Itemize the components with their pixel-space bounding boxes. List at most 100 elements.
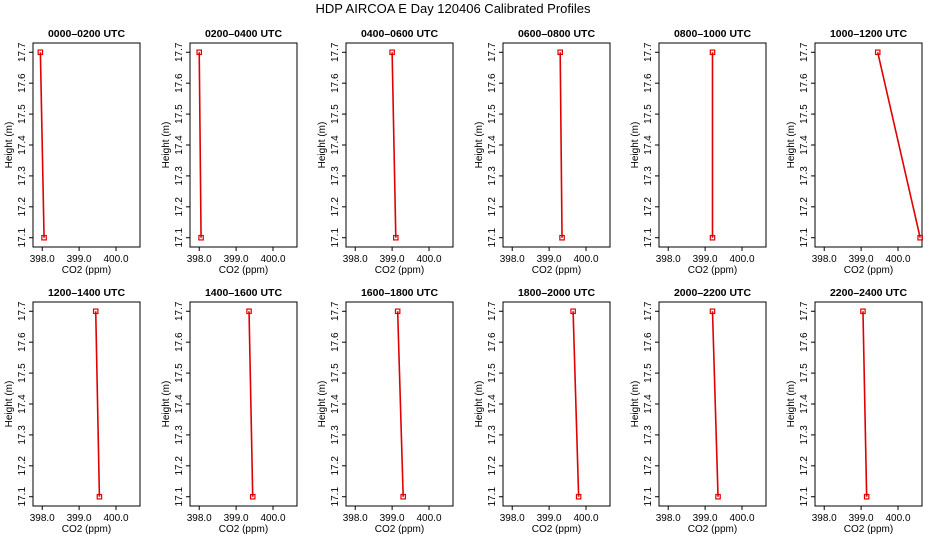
profile-panel: 1000–1200 UTC 398.0 399.0 400.0 17.1 17.2 17.3… — [786, 28, 923, 276]
y-tick-label: 17.6 — [174, 73, 185, 93]
plot-frame — [32, 42, 141, 248]
data-point — [393, 234, 399, 241]
x-tick-label: 399.0 — [67, 254, 92, 265]
y-tick-label: 17.5 — [174, 363, 185, 383]
y-tick-label: 17.2 — [330, 197, 341, 217]
y-tick-label: 17.3 — [643, 166, 654, 186]
y-tick-label: 17.6 — [330, 73, 341, 93]
y-tick-label: 17.7 — [330, 301, 341, 321]
x-tick-label: 398.0 — [30, 254, 55, 265]
x-axis-label: CO2 (ppm) — [688, 265, 737, 276]
x-tick-label: 399.0 — [380, 254, 405, 265]
x-tick-label: 400.0 — [417, 254, 442, 265]
y-tick-label: 17.4 — [487, 394, 498, 414]
x-tick-label: 399.0 — [224, 513, 249, 524]
y-tick-label: 17.6 — [643, 73, 654, 93]
panel-title: 2200–2400 UTC — [830, 287, 907, 299]
profile-line — [559, 52, 563, 238]
plot-frame — [189, 301, 298, 507]
y-axis-label: Height (m) — [4, 122, 15, 169]
y-tick-label: 17.7 — [799, 42, 810, 62]
profile-line — [396, 311, 404, 497]
profile-panel: 0600–0800 UTC 398.0 399.0 400.0 17.1 17.2 17.3… — [474, 28, 611, 276]
y-tick-label: 17.4 — [330, 394, 341, 414]
data-point — [874, 49, 881, 56]
y-tick-label: 17.2 — [487, 197, 498, 217]
x-axis-label: CO2 (ppm) — [62, 265, 111, 276]
y-tick-label: 17.3 — [330, 425, 341, 445]
x-tick-label: 398.0 — [187, 254, 212, 265]
x-tick-label: 398.0 — [656, 513, 681, 524]
x-tick-label: 398.0 — [812, 254, 837, 265]
x-tick-label: 400.0 — [104, 513, 129, 524]
x-tick-label: 400.0 — [886, 254, 911, 265]
x-tick-label: 398.0 — [343, 254, 368, 265]
y-tick-label: 17.3 — [17, 166, 28, 186]
profile-panel: 0400–0600 UTC 398.0 399.0 400.0 17.1 17.2 17.3… — [317, 28, 454, 276]
x-tick-label: 400.0 — [261, 254, 286, 265]
y-axis-label: Height (m) — [630, 381, 641, 428]
x-axis-label: CO2 (ppm) — [532, 524, 581, 535]
y-axis-label: Height (m) — [786, 381, 797, 428]
x-tick-label: 400.0 — [730, 513, 755, 524]
x-axis-label: CO2 (ppm) — [62, 524, 111, 535]
data-point — [249, 493, 256, 500]
y-tick-label: 17.5 — [17, 104, 28, 124]
panel-title: 0000–0200 UTC — [48, 28, 125, 40]
y-tick-label: 17.2 — [17, 197, 28, 217]
y-tick-label: 17.2 — [643, 197, 654, 217]
y-tick-label: 17.5 — [643, 363, 654, 383]
data-point — [196, 49, 203, 56]
y-tick-label: 17.7 — [487, 301, 498, 321]
y-tick-label: 17.5 — [799, 363, 810, 383]
profile-line — [862, 311, 868, 497]
y-tick-label: 17.6 — [330, 332, 341, 352]
x-tick-label: 400.0 — [574, 254, 599, 265]
x-tick-label: 400.0 — [886, 513, 911, 524]
y-axis-label: Height (m) — [630, 122, 641, 169]
x-tick-label: 400.0 — [261, 513, 286, 524]
y-tick-label: 17.3 — [174, 425, 185, 445]
data-point — [559, 234, 565, 241]
profile-line — [572, 311, 580, 497]
y-tick-label: 17.1 — [174, 228, 185, 248]
profile-panel: 0200–0400 UTC 398.0 399.0 400.0 17.1 17.2 17.3… — [161, 28, 298, 276]
x-axis-label: CO2 (ppm) — [375, 524, 424, 535]
y-tick-label: 17.1 — [17, 228, 28, 248]
y-tick-label: 17.7 — [643, 42, 654, 62]
profile-panel: 2200–2400 UTC 398.0 399.0 400.0 17.1 17.2 17.3… — [786, 287, 923, 535]
profile-panel: 2000–2200 UTC 398.0 399.0 400.0 17.1 17.2 17.3… — [630, 287, 767, 535]
y-tick-label: 17.5 — [330, 363, 341, 383]
data-point — [198, 234, 204, 241]
y-tick-label: 17.7 — [17, 301, 28, 321]
x-tick-label: 400.0 — [417, 513, 442, 524]
y-axis-label: Height (m) — [161, 122, 172, 169]
data-point — [394, 308, 401, 315]
x-tick-label: 399.0 — [849, 254, 874, 265]
data-point — [917, 234, 923, 241]
plot-frame — [32, 301, 141, 507]
y-tick-label: 17.5 — [330, 104, 341, 124]
data-point — [37, 49, 44, 56]
y-tick-label: 17.6 — [487, 332, 498, 352]
data-point — [575, 493, 582, 500]
y-tick-label: 17.7 — [487, 42, 498, 62]
y-axis-label: Height (m) — [474, 381, 485, 428]
y-tick-label: 17.1 — [174, 487, 185, 507]
y-tick-label: 17.6 — [174, 332, 185, 352]
y-tick-label: 17.6 — [487, 73, 498, 93]
y-tick-label: 17.4 — [643, 394, 654, 414]
data-point — [570, 308, 576, 315]
profile-panel: 1400–1600 UTC 398.0 399.0 400.0 17.1 17.2 17.3… — [161, 287, 298, 535]
x-tick-label: 398.0 — [343, 513, 368, 524]
x-tick-label: 399.0 — [849, 513, 874, 524]
y-tick-label: 17.2 — [174, 197, 185, 217]
panel-title: 0400–0600 UTC — [361, 28, 438, 40]
panel-title: 1200–1400 UTC — [48, 287, 125, 299]
profile-panel: 1600–1800 UTC 398.0 399.0 400.0 17.1 17.2 17.3… — [317, 287, 454, 535]
data-point — [41, 234, 47, 241]
panel-title: 1000–1200 UTC — [830, 28, 907, 40]
x-tick-label: 399.0 — [537, 513, 562, 524]
profile-line — [248, 311, 254, 497]
